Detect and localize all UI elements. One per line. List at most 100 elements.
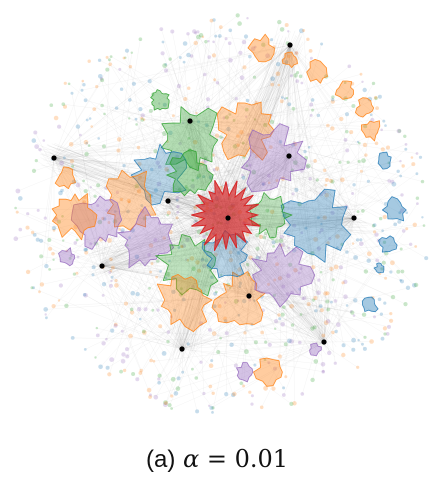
- graph-node: [320, 362, 326, 367]
- graph-edge: [101, 265, 292, 405]
- graph-node: [325, 177, 329, 182]
- graph-node: [232, 391, 237, 397]
- graph-edge: [181, 151, 306, 350]
- graph-node: [390, 179, 395, 184]
- graph-edge: [220, 136, 290, 157]
- graph-edge: [229, 114, 290, 157]
- graph-edge: [248, 295, 352, 312]
- graph-node: [93, 194, 97, 198]
- graph-node: [287, 102, 292, 107]
- graph-node: [109, 55, 113, 58]
- graph-edge: [214, 32, 301, 210]
- graph-node: [284, 97, 287, 100]
- graph-node: [275, 179, 279, 183]
- hub-node: [165, 198, 171, 204]
- graph-edge: [186, 120, 191, 190]
- graph-edge: [189, 120, 400, 132]
- graph-edge: [153, 341, 325, 362]
- peripheral-hull: [378, 235, 398, 253]
- graph-node: [195, 111, 198, 115]
- graph-node: [272, 293, 277, 297]
- graph-node: [331, 98, 335, 102]
- graph-edge: [227, 217, 406, 305]
- graph-node: [282, 386, 286, 390]
- graph-edge: [248, 149, 406, 297]
- graph-node: [252, 75, 257, 79]
- graph-edge: [53, 169, 218, 213]
- graph-node: [153, 149, 158, 154]
- graph-node: [228, 250, 233, 255]
- peripheral-hull: [382, 196, 407, 222]
- graph-node: [97, 219, 103, 225]
- graph-edge: [93, 224, 222, 256]
- graph-edge: [289, 44, 322, 225]
- graph-node: [328, 237, 332, 241]
- graph-node: [250, 402, 254, 406]
- graph-node: [288, 262, 293, 267]
- graph-node: [109, 269, 113, 273]
- graph-edge: [181, 163, 414, 350]
- graph-node: [284, 60, 289, 65]
- graph-edge: [195, 32, 229, 219]
- graph-node: [278, 238, 284, 244]
- graph-edge: [42, 159, 217, 214]
- graph-edge: [111, 155, 290, 282]
- graph-node: [146, 387, 152, 393]
- graph-node: [125, 347, 129, 352]
- graph-node: [139, 368, 143, 373]
- graph-node: [233, 363, 238, 368]
- graph-edge: [216, 44, 291, 169]
- graph-edge: [189, 120, 322, 195]
- graph-edge: [101, 175, 270, 267]
- graph-edge: [254, 300, 325, 343]
- graph-edge: [157, 200, 169, 262]
- graph-node: [33, 130, 38, 135]
- graph-edge: [115, 44, 291, 281]
- graph-node: [280, 322, 286, 327]
- graph-node: [245, 262, 250, 267]
- graph-edge: [31, 287, 183, 350]
- graph-edge: [53, 144, 220, 206]
- graph-node: [142, 118, 146, 121]
- cluster-hull: [241, 123, 307, 193]
- graph-node: [15, 210, 19, 214]
- graph-edge: [192, 44, 291, 287]
- graph-node: [279, 234, 284, 239]
- graph-edge: [119, 44, 291, 140]
- graph-node: [322, 215, 327, 220]
- graph-node: [289, 304, 294, 309]
- graph-node: [200, 258, 204, 262]
- graph-node: [258, 255, 262, 259]
- graph-node: [292, 223, 297, 228]
- graph-node: [63, 81, 67, 85]
- graph-edge: [213, 52, 300, 210]
- graph-edge: [45, 295, 250, 310]
- graph-edge: [101, 194, 403, 267]
- graph-node: [276, 61, 281, 67]
- graph-node: [411, 162, 416, 167]
- graph-node: [75, 124, 81, 129]
- graph-edge: [177, 44, 291, 157]
- graph-node: [333, 299, 338, 303]
- graph-node: [177, 246, 181, 249]
- graph-node: [343, 138, 348, 142]
- graph-edge: [248, 295, 390, 328]
- graph-edge: [130, 335, 183, 350]
- graph-edge: [89, 228, 227, 278]
- graph-edge: [265, 217, 355, 389]
- graph-node: [83, 293, 88, 298]
- graph-node: [44, 263, 49, 269]
- graph-node: [279, 99, 284, 104]
- graph-node: [205, 232, 209, 236]
- graph-edge: [210, 49, 290, 207]
- graph-edge: [181, 348, 324, 372]
- graph-edge: [129, 118, 355, 219]
- graph-edge: [39, 149, 290, 157]
- graph-edge: [288, 155, 321, 307]
- graph-edge: [101, 265, 353, 313]
- graph-edge: [53, 157, 198, 225]
- graph-node: [82, 179, 85, 183]
- graph-node: [361, 158, 366, 164]
- graph-node: [329, 266, 334, 271]
- graph-node: [309, 56, 313, 60]
